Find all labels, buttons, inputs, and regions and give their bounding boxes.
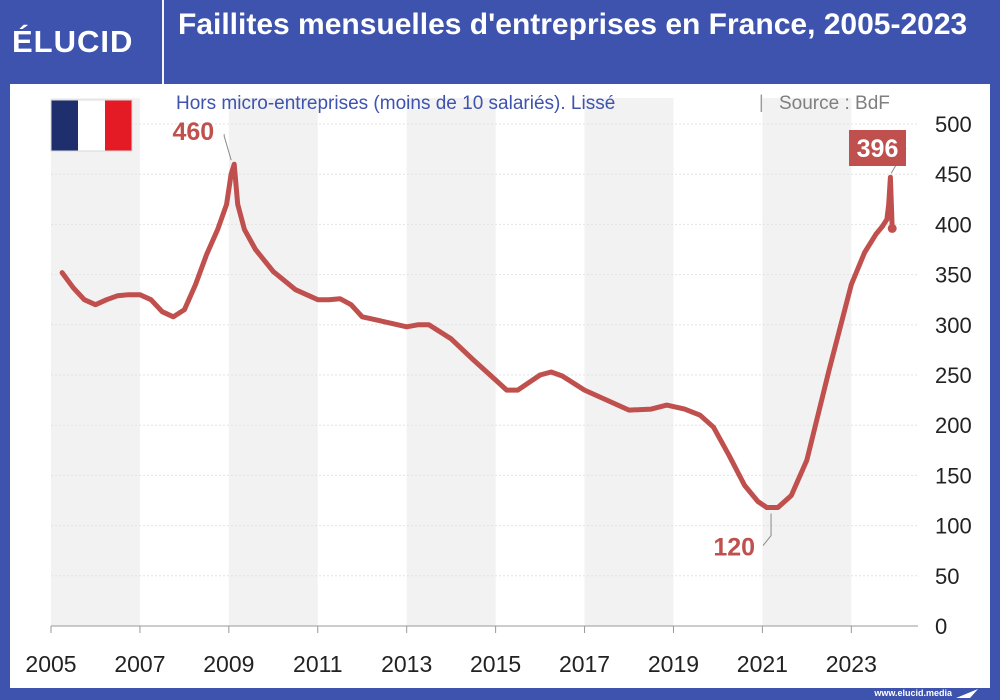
flag-border <box>50 99 133 152</box>
x-tick-label: 2011 <box>293 651 342 677</box>
paper-plane-icon <box>956 689 978 698</box>
y-tick-label: 150 <box>935 463 972 488</box>
annotation-box-396 <box>849 130 906 166</box>
logo-text: ÉLUCID <box>12 24 134 59</box>
chart-subtitle: Hors micro-entreprises (moins de 10 sala… <box>176 93 615 114</box>
source-label: Source : BdF <box>779 93 890 114</box>
flag-red-stripe <box>105 100 132 151</box>
y-tick-label: 500 <box>935 112 972 137</box>
shaded-band-3 <box>584 98 674 626</box>
y-axis: 0 50 100 150 200 250 300 350 400 450 500 <box>935 112 972 639</box>
y-tick-label: 350 <box>935 263 972 288</box>
y-tick-label: 300 <box>935 313 972 338</box>
series-line <box>59 161 895 510</box>
y-tick-label: 450 <box>935 162 972 187</box>
y-tick-label: 200 <box>935 413 972 438</box>
y-tick-label: 100 <box>935 514 972 539</box>
y-tick-label: 50 <box>935 564 959 589</box>
shaded-band-1 <box>228 98 318 626</box>
shaded-bands <box>51 98 852 626</box>
header-divider <box>162 0 164 84</box>
flag-white-stripe <box>78 100 105 151</box>
annotation-leader-460 <box>223 134 232 161</box>
y-tick-label: 0 <box>935 614 947 639</box>
x-tick-label: 2007 <box>114 651 165 677</box>
x-tick-label: 2005 <box>25 651 76 677</box>
x-axis: 2005 2007 2009 2011 2013 2015 2017 2019 2021 2023 <box>25 625 918 677</box>
x-tick-label: 2009 <box>203 651 254 677</box>
x-tick-label: 2019 <box>648 651 699 677</box>
x-tick-label: 2021 <box>737 651 788 677</box>
gridlines <box>51 123 918 577</box>
annotations: 460 120 396 <box>172 118 907 562</box>
y-tick-label: 250 <box>935 363 972 388</box>
annotation-label-120: 120 <box>713 534 755 562</box>
shaded-band-4 <box>762 98 852 626</box>
y-tick-label: 400 <box>935 212 972 237</box>
shaded-band-2 <box>406 98 496 626</box>
annotation-label-460: 460 <box>172 118 214 146</box>
flag-france <box>50 99 133 152</box>
header: ÉLUCID Faillites mensuelles d'entreprise… <box>0 0 1000 84</box>
chart-title: Faillites mensuelles d'entreprises en Fr… <box>178 8 968 41</box>
site-url[interactable]: www.elucid.media <box>874 688 952 698</box>
annotation-leader-120 <box>762 513 772 546</box>
annotation-label-396: 396 <box>857 135 899 163</box>
shaded-band-0 <box>51 98 140 626</box>
flag-blue-stripe <box>51 100 78 151</box>
x-tick-label: 2013 <box>381 651 432 677</box>
end-point-marker <box>887 223 897 233</box>
x-tick-label: 2015 <box>470 651 521 677</box>
x-tick-label: 2023 <box>826 651 877 677</box>
elucid-logo[interactable]: ÉLUCID <box>12 24 152 60</box>
x-tick-label: 2017 <box>559 651 610 677</box>
subtitle-separator: | <box>759 92 764 112</box>
